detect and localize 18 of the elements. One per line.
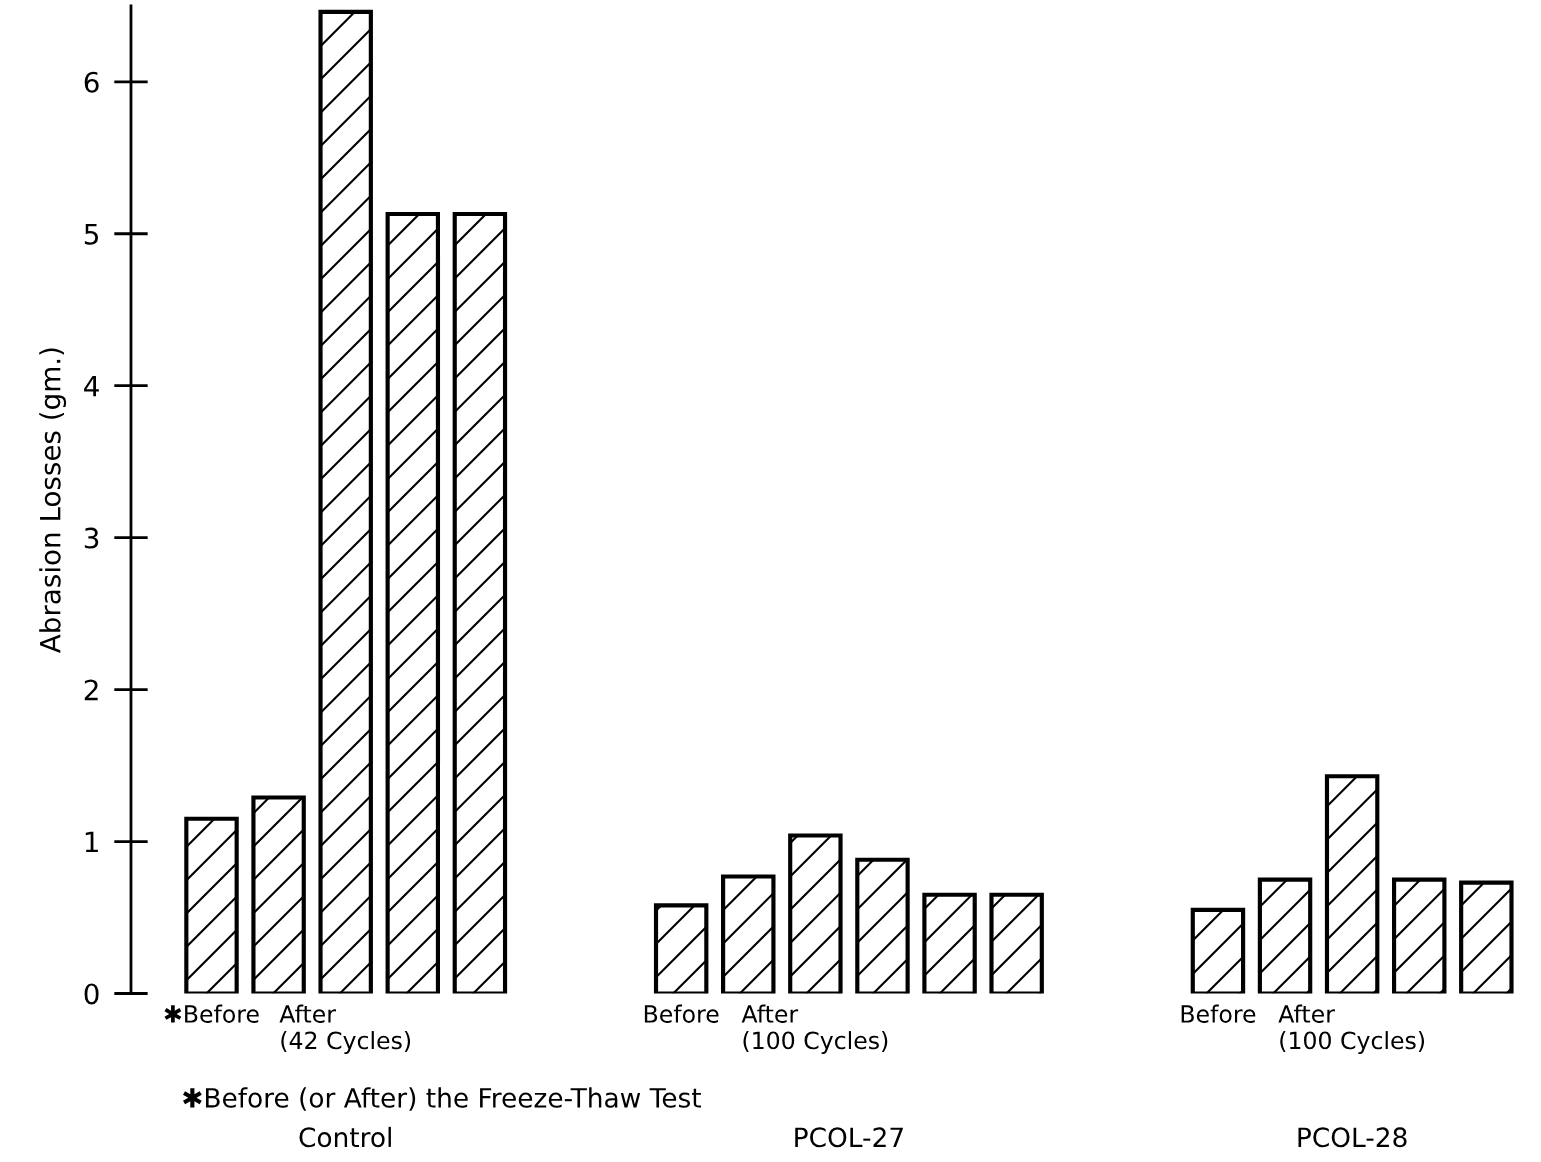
x-tick-label: After (100 Cycles) — [1278, 1004, 1425, 1054]
y-tick-label: 3 — [84, 527, 99, 549]
text: ✱Before (or After) the Freeze-Thaw Test — [183, 1087, 701, 1111]
text: PCOL-27 — [795, 1127, 903, 1148]
y-tick-label: 4 — [84, 376, 99, 397]
x-tick-label: After (100 Cycles) — [741, 1004, 888, 1054]
y-tick-label: 0 — [84, 983, 99, 1005]
y-axis-title: Abrasion Losses (gm.) — [39, 348, 67, 654]
x-tick-label: Before — [644, 1004, 719, 1023]
text: PCOL-28 — [1298, 1127, 1407, 1148]
x-tick-label: ✱Before — [164, 1004, 259, 1023]
text: Control — [299, 1126, 391, 1148]
y-tick-label: 2 — [84, 679, 98, 701]
y-tick-label: 5 — [84, 224, 98, 245]
y-tick-label: 6 — [84, 71, 99, 93]
y-tick-label: 1 — [85, 831, 98, 853]
x-tick-label: Before — [1181, 1004, 1256, 1023]
x-tick-label: After (42 Cycles) — [279, 1004, 411, 1054]
